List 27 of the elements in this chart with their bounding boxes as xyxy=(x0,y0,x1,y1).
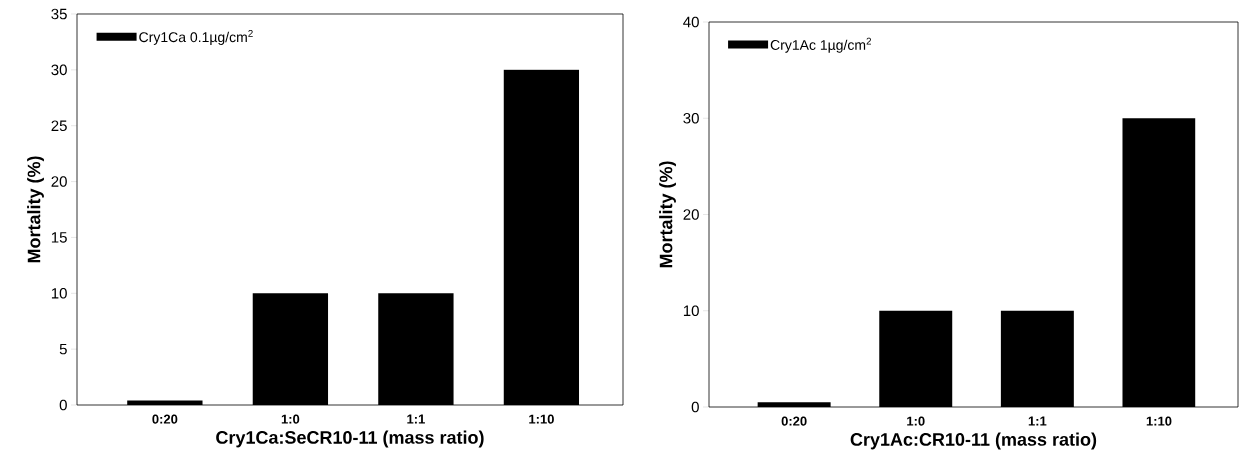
y-tick-label: 10 xyxy=(683,305,699,317)
y-tick-label: 5 xyxy=(59,343,67,355)
y-axis-title: Mortality (%) xyxy=(27,156,44,263)
x-tick-label: 1:10 xyxy=(1146,416,1172,426)
y-tick-label: 40 xyxy=(683,16,699,28)
y-axis-title: Mortality (%) xyxy=(659,161,676,268)
x-tick-label: 1:1 xyxy=(407,414,425,424)
x-tick-label: 1:0 xyxy=(281,414,300,424)
x-axis-title: Cry1Ac:CR10-11 (mass ratio) xyxy=(850,432,1097,450)
x-tick-label: 1:1 xyxy=(1028,416,1047,426)
y-tick-label: 10 xyxy=(51,287,67,299)
legend-label: Cry1Ac 1µg/cm$^{2}$ xyxy=(770,37,872,53)
y-tick-label: 15 xyxy=(51,232,67,243)
x-axis-title: Cry1Ca:SeCR10-11 (mass ratio) xyxy=(216,430,484,448)
y-tick-label: 0 xyxy=(59,399,67,411)
y-tick-label: 0 xyxy=(691,401,699,413)
y-tick-label: 35 xyxy=(51,8,67,20)
y-tick-label: 20 xyxy=(51,176,67,187)
y-tick-label: 20 xyxy=(683,209,699,220)
y-tick-label: 30 xyxy=(51,64,67,76)
x-tick-label: 0:20 xyxy=(781,416,807,426)
x-tick-label: 0:20 xyxy=(152,414,178,424)
x-tick-label: 1:10 xyxy=(529,414,554,424)
legend-label: Cry1Ca 0.1µg/cm$^{2}$ xyxy=(139,29,253,45)
y-tick-label: 25 xyxy=(51,120,67,132)
y-tick-label: 30 xyxy=(683,112,699,124)
x-tick-label: 1:0 xyxy=(907,416,925,426)
